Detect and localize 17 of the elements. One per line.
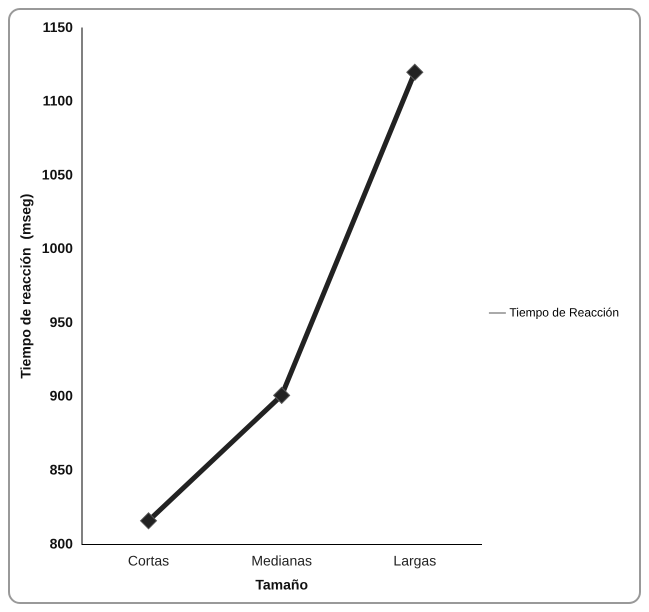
legend-label: Tiempo de Reacción bbox=[509, 305, 620, 320]
point bbox=[406, 64, 424, 81]
y-tick-label: 1050 bbox=[42, 166, 74, 182]
y-tick-label: 1000 bbox=[42, 240, 74, 256]
x-axis-title: Tamaño bbox=[255, 576, 308, 592]
y-tick-label: 1100 bbox=[42, 92, 74, 109]
y-tick-label: 950 bbox=[50, 314, 74, 330]
point bbox=[140, 512, 158, 530]
x-tick-label: Medianas bbox=[251, 552, 312, 569]
x-tick-label: Largas bbox=[393, 552, 436, 569]
y-axis-title: Tiempo de reacción (mseg) bbox=[17, 194, 34, 379]
point bbox=[273, 386, 290, 404]
y-tick-label: 850 bbox=[50, 461, 74, 478]
y-tick-label: 900 bbox=[50, 388, 74, 404]
x-tick-label: Cortas bbox=[128, 552, 170, 569]
y-tick-label: 1150 bbox=[42, 18, 74, 35]
y-tick-label: 800 bbox=[50, 535, 74, 552]
